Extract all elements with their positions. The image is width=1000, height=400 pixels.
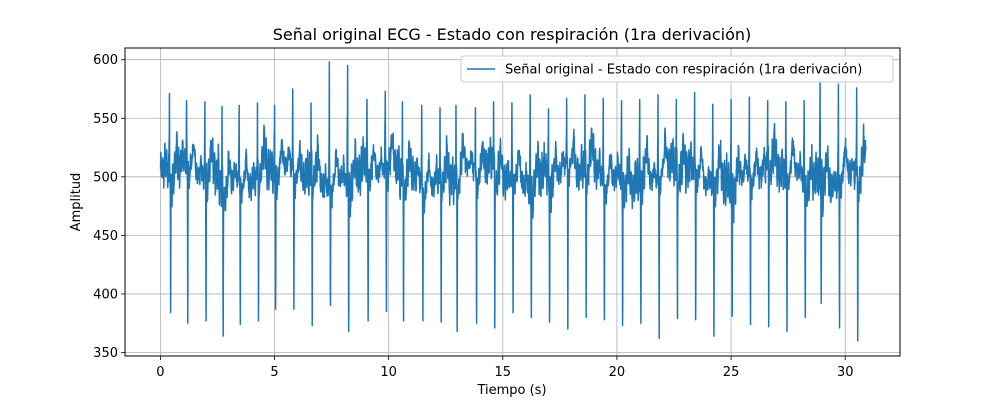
series-line [159, 61, 867, 342]
chart-title: Señal original ECG - Estado con respirac… [273, 25, 752, 44]
x-tick-label: 20 [609, 365, 626, 380]
data-layer [159, 61, 867, 342]
x-tick-label: 0 [156, 365, 164, 380]
legend-label: Señal original - Estado con respiración … [505, 63, 862, 78]
y-tick-label: 400 [93, 287, 118, 302]
x-tick-label: 5 [270, 365, 278, 380]
y-tick-label: 500 [93, 170, 118, 185]
ticks-layer: 0 5 10 15 20 25 30 350 400 450 500 550 600 [93, 53, 853, 380]
x-tick-label: 10 [380, 365, 397, 380]
y-tick-label: 450 [93, 229, 118, 244]
y-axis-title: Amplitud [69, 173, 84, 232]
y-tick-label: 550 [93, 112, 118, 127]
x-tick-label: 15 [495, 365, 512, 380]
y-tick-label: 350 [93, 346, 118, 361]
x-axis-title: Tiempo (s) [476, 383, 546, 398]
x-tick-label: 30 [837, 365, 854, 380]
legend-box [460, 55, 894, 83]
x-tick-label: 25 [723, 365, 740, 380]
plot-frame [124, 47, 901, 357]
y-tick-label: 600 [93, 53, 118, 68]
legend: Señal original - Estado con respiración … [460, 55, 894, 83]
